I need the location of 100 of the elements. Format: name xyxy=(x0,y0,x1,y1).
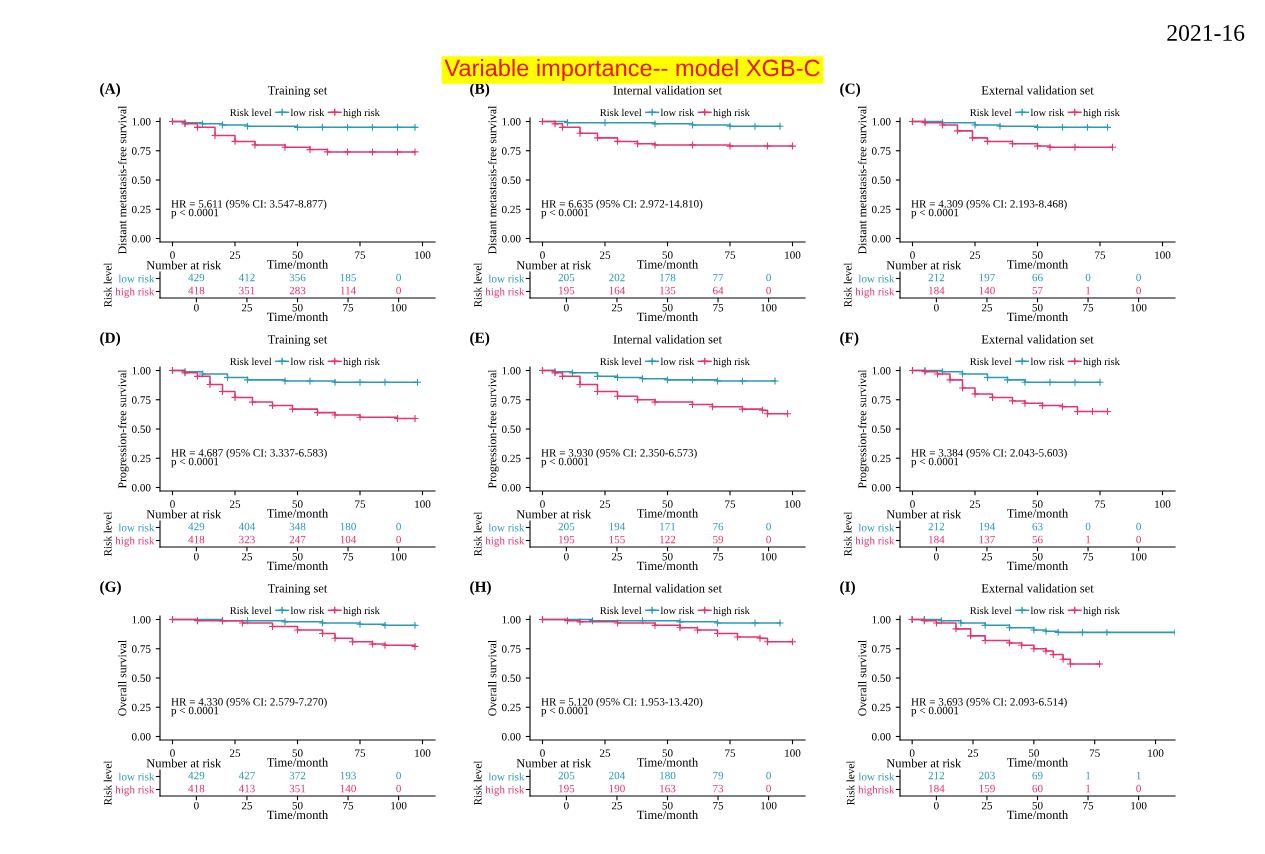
y-axis-title: Risk level xyxy=(473,511,482,557)
x-tick-label: 75 xyxy=(713,801,724,810)
y-axis-title: Overall survival xyxy=(858,640,867,716)
data-label: 351 xyxy=(239,286,255,295)
point xyxy=(410,621,420,630)
data-label: 205 xyxy=(558,273,575,282)
annotation: HR = 3.384 (95% CI: 2.043-5.603) xyxy=(911,448,1067,459)
x-tick-label: 0 xyxy=(934,801,939,810)
x-axis-title: Time/month xyxy=(1007,810,1069,820)
data-label: 193 xyxy=(340,771,356,780)
data-label: 0 xyxy=(396,522,401,531)
x-tick-label: 50 xyxy=(1032,500,1043,508)
data-label: 184 xyxy=(929,784,945,793)
data-label: 0 xyxy=(396,771,401,780)
x-tick-label: 100 xyxy=(391,303,407,312)
y-tick-label: 0.75 xyxy=(871,645,891,653)
annotation: HR = 4.687 (95% CI: 3.337-6.583) xyxy=(171,448,327,459)
point xyxy=(280,617,290,626)
y-tick-label: 0.50 xyxy=(131,176,151,185)
data-label: 0 xyxy=(396,273,401,282)
x-tick-label: 50 xyxy=(1032,801,1043,810)
annotation: p < 0.0001 xyxy=(911,457,959,468)
point xyxy=(250,140,260,149)
x-tick-label: 25 xyxy=(611,552,623,561)
point xyxy=(600,118,610,127)
annotation: HR = 4.330 (95% CI: 2.579-7.270) xyxy=(171,697,327,708)
chart-title: Number at risk xyxy=(516,260,592,270)
y-axis-title: Overall survival xyxy=(488,640,497,716)
y-tick-label: 0.50 xyxy=(501,176,521,185)
x-axis-title: Time/month xyxy=(1007,508,1069,518)
chart-title: Number at risk xyxy=(516,509,592,519)
x-tick-label: 25 xyxy=(599,749,611,757)
y-axis-title: Progression-free survival xyxy=(117,369,129,489)
data-label: 184 xyxy=(929,535,945,544)
point xyxy=(945,375,955,384)
y-tick-label: 0.75 xyxy=(131,645,151,653)
x-tick-label: 25 xyxy=(969,251,981,259)
data-label: 66 xyxy=(1032,273,1043,282)
chart-title: Number at risk xyxy=(886,260,962,270)
data-label: 413 xyxy=(238,784,255,793)
data-label: 114 xyxy=(340,286,356,295)
x-tick-label: 25 xyxy=(229,251,241,259)
data-label: 63 xyxy=(1032,522,1043,531)
data-label: 351 xyxy=(289,784,306,793)
x-tick-label: 75 xyxy=(1083,303,1094,312)
legend-title: Risk level xyxy=(970,357,1012,366)
x-tick-label: 75 xyxy=(343,303,354,312)
y-tick-label: 1.00 xyxy=(132,117,151,126)
data-label: 0 xyxy=(766,771,771,780)
point xyxy=(380,621,390,630)
y-axis-title: Progression-free survival xyxy=(857,369,869,489)
point xyxy=(675,617,685,626)
chart-title: Training set xyxy=(267,86,328,98)
data-label: 202 xyxy=(609,273,625,282)
x-tick-label: 50 xyxy=(662,801,673,810)
data-label: 180 xyxy=(660,771,676,780)
x-tick-label: 25 xyxy=(967,749,979,757)
data-label: 212 xyxy=(928,771,945,780)
x-tick-label: 75 xyxy=(725,251,736,259)
legend-label: high risk xyxy=(1083,108,1120,119)
data-label: 197 xyxy=(979,273,995,282)
annotation: HR = 3.930 (95% CI: 2.350-6.573) xyxy=(541,448,697,459)
y-tick-label: high risk xyxy=(485,536,525,547)
x-axis-title: Time/month xyxy=(1007,757,1069,767)
y-tick-label: 0.00 xyxy=(501,234,521,243)
x-tick-label: 75 xyxy=(725,500,736,508)
point xyxy=(380,641,390,650)
y-tick-label: 0.00 xyxy=(871,732,891,741)
x-tick-label: 25 xyxy=(981,801,993,810)
legend-title: Risk level xyxy=(230,108,272,117)
point xyxy=(713,377,722,386)
annotation: p < 0.0001 xyxy=(171,208,219,219)
y-tick-label: low risk xyxy=(858,523,895,532)
data-label: 0 xyxy=(1136,535,1141,544)
data-label: 205 xyxy=(558,522,575,531)
x-tick-label: 50 xyxy=(662,749,673,757)
point xyxy=(1095,659,1104,668)
legend-label: high risk xyxy=(713,606,750,617)
legend-title: Risk level xyxy=(600,108,642,117)
data-label: 104 xyxy=(340,535,357,544)
x-tick-label: 25 xyxy=(611,801,623,810)
x-tick-label: 75 xyxy=(1089,749,1100,757)
y-axis-title: Risk level xyxy=(473,760,482,806)
point xyxy=(1045,378,1055,387)
data-label: 57 xyxy=(1032,286,1043,295)
x-tick-label: 0 xyxy=(909,749,915,757)
data-label: 212 xyxy=(928,522,945,531)
y-tick-label: highrisk xyxy=(858,785,895,796)
data-label: 0 xyxy=(396,784,401,793)
point xyxy=(380,378,390,387)
y-tick-label: 1.00 xyxy=(502,615,521,624)
y-tick-label: low risk xyxy=(488,772,525,781)
point xyxy=(775,122,785,131)
x-tick-label: 25 xyxy=(611,303,623,312)
point xyxy=(1095,378,1105,387)
x-axis-title: Time/month xyxy=(637,508,699,518)
x-tick-label: 100 xyxy=(1155,251,1171,259)
annotation: p < 0.0001 xyxy=(171,457,219,468)
y-tick-label: high risk xyxy=(485,287,525,298)
data-label: 64 xyxy=(712,286,724,295)
